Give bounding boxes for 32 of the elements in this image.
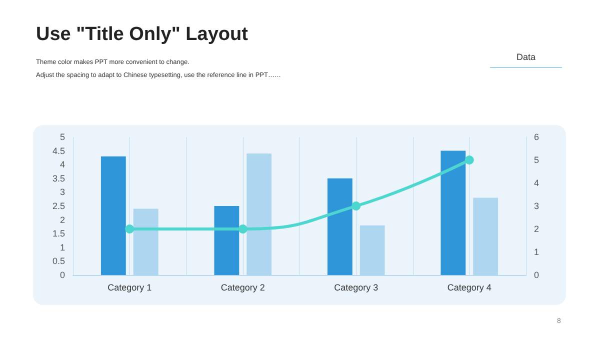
bar [100,156,126,275]
x-tick-label: Category 1 [108,282,152,292]
y2-tick-label: 3 [534,201,540,211]
y2-tick-label: 0 [534,270,540,280]
bar [327,178,352,275]
y2-tick-label: 2 [534,224,540,234]
y-tick-label: 1.5 [52,228,65,239]
x-tick-label: Category 4 [447,282,492,292]
y-tick-label: 3 [60,187,65,198]
point [352,202,361,210]
y-tick-label: 5 [60,132,65,142]
y2-tick-label: 1 [534,247,540,257]
y-tick-label: 2.5 [52,201,65,211]
chart-title: Use "Title Only" Layout [36,24,248,46]
bar [440,150,466,275]
bar [214,206,240,275]
x-tick-label: Category 3 [334,282,378,292]
y-tick-label: 0 [60,270,65,280]
y-tick-label: 3.5 [52,173,65,184]
y-tick-label: 4 [60,160,65,170]
y-tick-label: 4.5 [52,146,65,156]
y2-tick-label: 4 [534,178,540,188]
point [464,156,474,164]
y2-tick-label: 5 [534,155,540,165]
y-tick-label: 1 [60,242,65,252]
point [238,224,248,234]
y-tick-label: 2 [60,214,65,225]
y2-tick-label: 6 [534,132,540,142]
x-tick-label: Category 2 [220,282,265,292]
text: Data [490,52,562,68]
y-tick-label: 0.5 [52,256,65,266]
point [125,224,134,234]
